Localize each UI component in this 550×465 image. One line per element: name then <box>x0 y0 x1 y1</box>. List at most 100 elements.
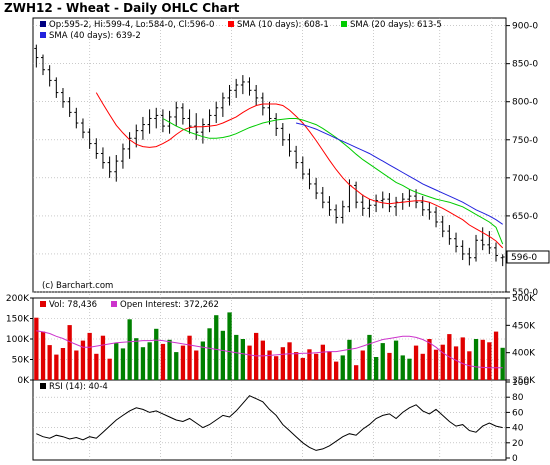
volume-bar <box>407 358 412 380</box>
price-panel-frame <box>32 17 507 293</box>
volume-bar <box>87 332 92 380</box>
price-tick-label: 650-0 <box>512 212 538 222</box>
volume-bar <box>107 358 112 380</box>
oi-legend-swatch <box>111 301 117 307</box>
volume-bar <box>234 334 239 380</box>
rsi-tick-label: 60 <box>512 408 524 418</box>
volume-bar <box>440 344 445 380</box>
volume-bar <box>453 346 459 380</box>
sma10-legend-swatch <box>228 21 234 27</box>
volume-bar <box>220 330 225 380</box>
volume-bar <box>387 352 392 380</box>
volume-bar <box>174 352 179 380</box>
volume-bar <box>380 343 385 380</box>
volume-bar <box>334 361 339 380</box>
volume-bar <box>187 335 192 380</box>
last-price-label: 596-0 <box>511 253 537 263</box>
volume-bar <box>74 350 79 380</box>
chart-title: ZWH12 - Wheat - Daily OHLC Chart <box>4 1 240 15</box>
volume-bar <box>54 354 59 380</box>
rsi-legend-text: RSI (14): 40-4 <box>49 382 108 392</box>
price-tick-label: 550-0 <box>512 288 538 298</box>
volume-bar <box>460 337 465 380</box>
volume-bar <box>194 350 199 380</box>
volume-bar <box>167 339 172 380</box>
volume-bar <box>67 325 72 380</box>
volume-bar <box>487 342 492 380</box>
volume-tick-label: 150K <box>6 315 30 325</box>
volume-bar <box>47 345 52 380</box>
volume-bar <box>420 353 425 380</box>
volume-bar <box>154 328 159 381</box>
volume-bar <box>367 334 372 380</box>
sma40-legend-swatch <box>40 32 46 38</box>
sma40-line <box>295 122 503 225</box>
volume-bar <box>307 349 312 381</box>
price-tick-label: 900-0 <box>512 22 538 32</box>
volume-bar <box>280 347 285 380</box>
volume-legend-text: Vol: 78,436 <box>49 300 97 310</box>
volume-bar <box>60 348 66 380</box>
volume-bar <box>294 352 299 380</box>
sma20-line <box>162 118 504 245</box>
oi-tick-label: 500K <box>512 294 536 304</box>
volume-bar <box>94 353 99 380</box>
volume-bar <box>433 349 439 380</box>
ohlc-legend-text: Op:595-2, Hi:599-4, Lo:584-0, Cl:596-0 <box>49 20 214 30</box>
price-tick-label: 700-0 <box>512 174 538 184</box>
volume-bar <box>480 339 485 380</box>
open-interest-line <box>36 330 503 369</box>
volume-bar <box>287 342 292 380</box>
rsi-legend-swatch <box>40 383 46 389</box>
volume-bar <box>473 339 479 380</box>
volume-legend-swatch <box>40 301 46 307</box>
watermark: (c) Barchart.com <box>42 281 113 291</box>
volume-bar <box>247 345 252 380</box>
volume-bar <box>127 319 132 380</box>
rsi-panel-frame <box>32 379 507 461</box>
volume-bar <box>340 355 345 380</box>
volume-bar <box>320 344 325 380</box>
volume-bar <box>40 331 46 380</box>
volume-bar <box>200 341 205 380</box>
volume-bar <box>260 340 265 380</box>
rsi-tick-label: 40 <box>512 424 524 434</box>
oi-tick-label: 350K <box>512 376 536 386</box>
sma20-legend-text: SMA (20 days): 613-5 <box>350 20 442 30</box>
volume-bar <box>327 351 332 380</box>
volume-bar <box>147 342 152 380</box>
rsi-tick-label: 100 <box>512 378 529 388</box>
volume-bar <box>100 335 106 380</box>
ohlc-legend-swatch <box>40 21 46 27</box>
oi-legend-text: Open Interest: 372,262 <box>120 300 219 310</box>
rsi-line <box>36 395 503 451</box>
sma40-legend-text: SMA (40 days): 639-2 <box>49 31 141 41</box>
oi-tick-label: 450K <box>512 321 536 331</box>
volume-tick-label: 100K <box>6 335 30 345</box>
volume-bar <box>134 338 139 380</box>
volume-bar <box>500 347 505 380</box>
volume-bar <box>360 350 365 380</box>
volume-bar <box>140 347 146 380</box>
volume-bar <box>120 348 126 380</box>
volume-tick-label: 50K <box>12 356 30 366</box>
volume-bar <box>267 350 272 380</box>
rsi-tick-label: 0 <box>512 454 518 464</box>
volume-bar <box>300 357 305 380</box>
sma20-legend-swatch <box>341 21 347 27</box>
volume-tick-label: 0K <box>17 376 30 386</box>
volume-bar <box>393 340 399 380</box>
volume-bar <box>427 339 432 380</box>
volume-bar <box>493 331 499 380</box>
volume-bar <box>207 328 212 380</box>
volume-bar <box>214 315 219 380</box>
volume-bar <box>80 340 86 380</box>
volume-bar <box>413 345 419 380</box>
volume-bar <box>374 357 379 380</box>
volume-bar <box>314 353 319 380</box>
volume-bar <box>400 355 405 380</box>
volume-bar <box>240 339 245 380</box>
volume-bar <box>347 339 352 380</box>
